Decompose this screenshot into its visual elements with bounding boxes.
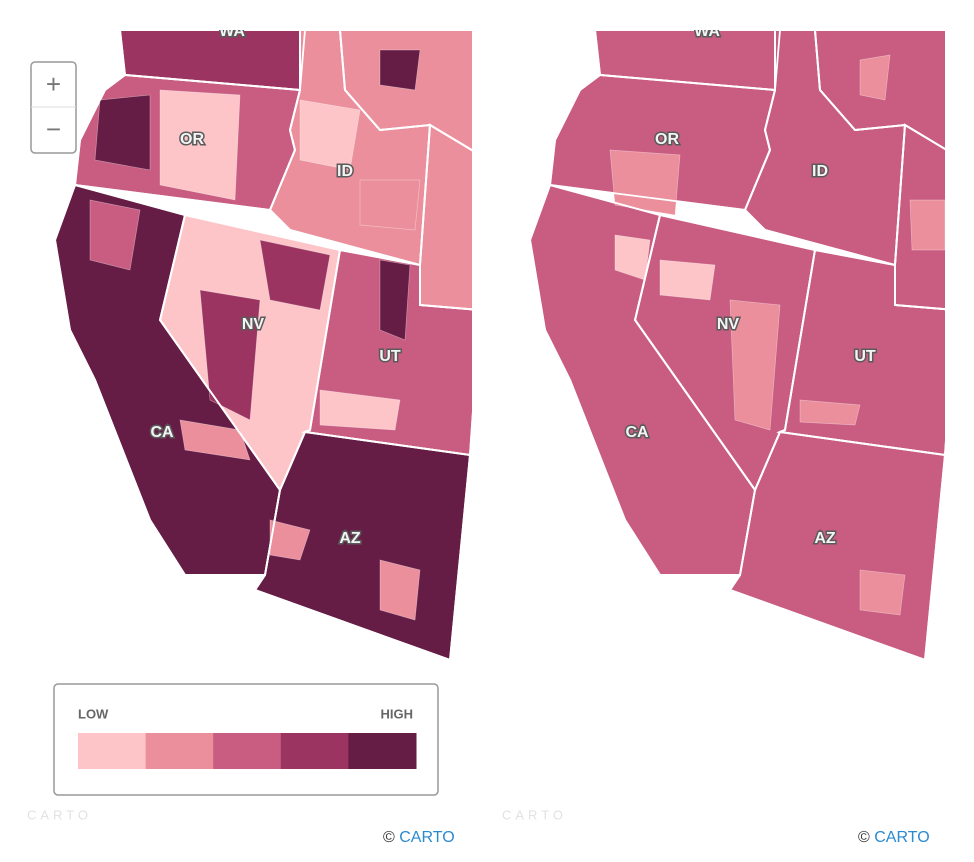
county [379,259,411,341]
county [259,239,331,311]
legend: LOW HIGH [53,683,439,796]
legend-swatch [145,733,214,769]
state [419,123,472,311]
state-border [728,431,945,662]
state-label: UT [854,348,876,365]
county [729,299,781,431]
state-label: CA [150,424,174,441]
county [609,149,681,216]
attribution: © CARTO [858,829,930,846]
county [199,289,261,421]
county [179,419,251,461]
state-label: AZ [339,530,361,547]
county [379,559,421,621]
carto-link[interactable]: CARTO [399,829,454,846]
county [859,569,906,616]
legend-swatch [78,733,147,769]
legend-swatch [213,733,282,769]
state-label: OR [180,131,204,148]
county [299,99,361,171]
copyright: © [383,829,395,846]
state-label: NV [717,316,740,333]
state-border [253,431,471,662]
state-label: WA [219,23,245,40]
state-border [419,123,472,311]
county [379,49,421,91]
county [94,94,151,171]
county [89,199,141,271]
county [319,389,401,431]
county [159,89,241,201]
legend-swatch [280,733,349,769]
state-label: NV [242,316,265,333]
county [799,399,861,426]
zoom-control: + − [30,61,77,154]
state-border [54,183,281,576]
county [859,54,891,101]
attribution: © CARTO [383,829,455,846]
map-right[interactable]: WA OR ID NV UT CA AZ [528,23,955,662]
zoom-out[interactable]: − [46,114,61,144]
state-label: OR [655,131,679,148]
state-border [529,183,756,576]
state-label: ID [337,163,353,180]
carto-link[interactable]: CARTO [874,829,929,846]
state-label: CA [625,424,649,441]
watermark: CARTO [27,807,92,822]
legend-swatch [348,733,417,769]
county [359,179,421,231]
watermark: CARTO [502,807,567,822]
copyright: © [858,829,870,846]
county [659,259,716,301]
map-left[interactable]: WA OR ID NV UT CA AZ [53,23,480,662]
state-label: WA [694,23,720,40]
state-label: AZ [814,530,836,547]
legend-swatches [78,733,417,769]
legend-high: HIGH [381,706,414,721]
state-label: UT [379,348,401,365]
county [909,199,945,251]
legend-low: LOW [78,706,109,721]
zoom-in[interactable]: + [46,69,61,99]
state-border [894,123,945,311]
state-label: ID [812,163,828,180]
